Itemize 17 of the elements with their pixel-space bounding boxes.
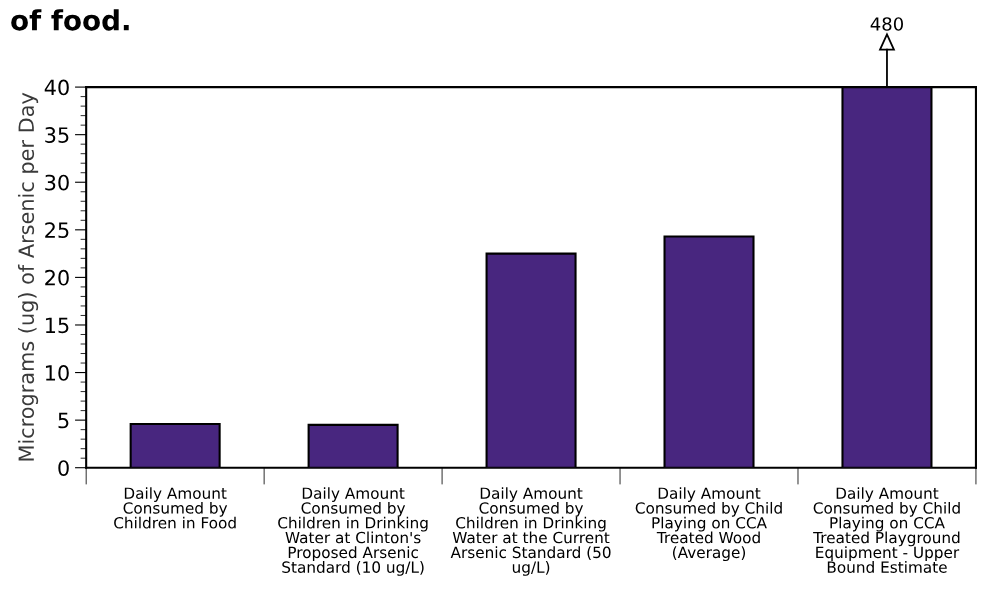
y-tick-label: 15 [45,317,69,334]
y-tick-label: 0 [58,460,69,476]
x-tick-label: Daily Amount Consumed by Children in Drinking Water at Clinton's Proposed Arsenic Standard (10 ug/L) [278,487,428,576]
chart-title: of food. [11,9,129,31]
y-tick-label: 30 [45,174,69,191]
y-tick-label: 20 [45,269,69,286]
annotation: 480 [870,17,903,31]
x-tick-label: Daily Amount Consumed by Child Playing on CCA Treated Playground Equipment - Upper Bound Estimate [813,487,960,573]
y-tick-label: 40 [44,79,69,96]
x-tick-label: Daily Amount Consumed by Children in Drinking Water at the Current Arsenic Standard (50 ug/L) [450,487,611,576]
y-tick-label: 25 [45,222,69,239]
y-axis-title: Micrograms (ug) of Arsenic per Day [17,92,39,461]
x-tick-label: Daily Amount Consumed by Children in Food [114,487,236,529]
y-tick-label: 35 [45,127,69,143]
x-tick-label: Daily Amount Consumed by Child Playing on CCA Treated Wood (Average) [635,487,782,562]
y-tick-label: 5 [58,412,69,429]
y-tick-label: 10 [45,365,69,381]
